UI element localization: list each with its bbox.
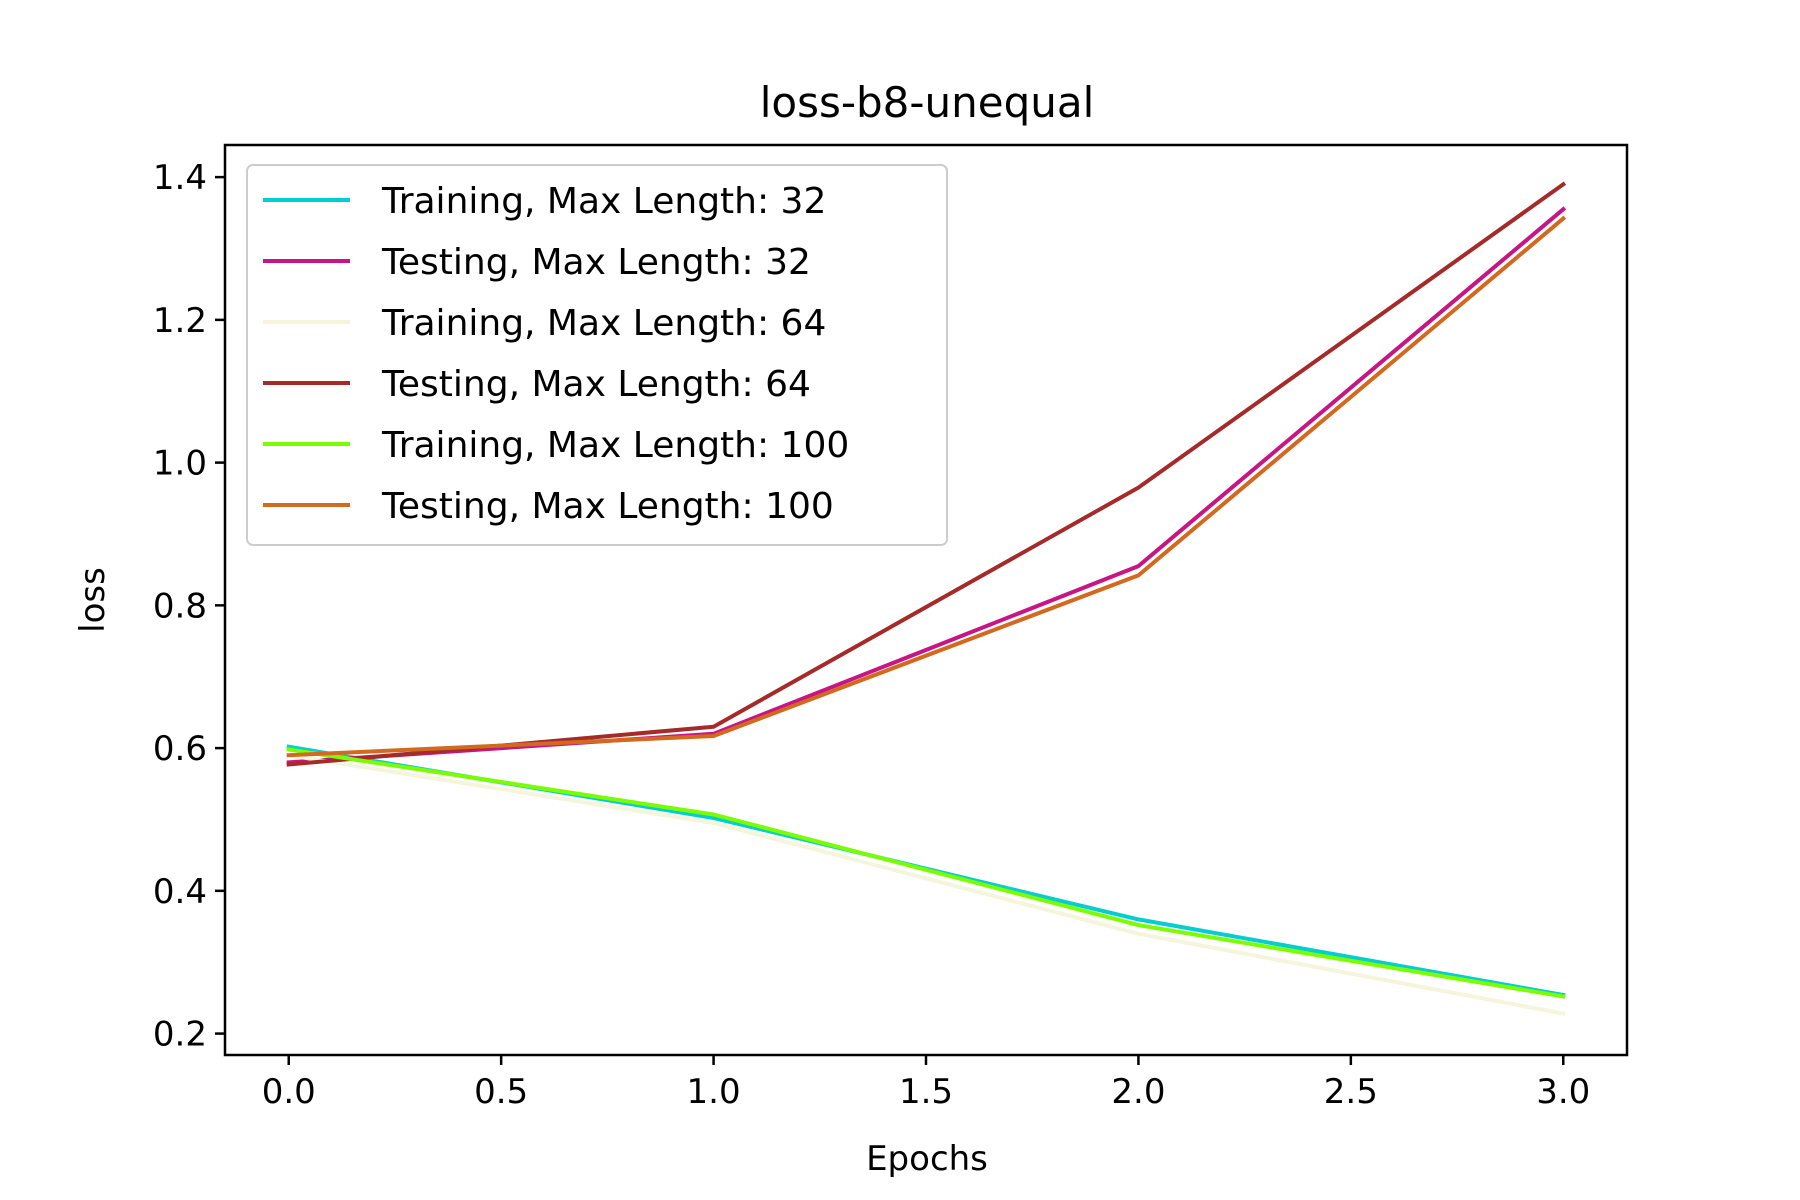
- y-tick-label: 0.6: [153, 729, 207, 769]
- plot-frame: [223, 143, 1629, 1057]
- legend-frame: [246, 164, 948, 546]
- x-tick-label: 0.0: [262, 1072, 316, 1112]
- legend-label: Training, Max Length: 32: [381, 181, 826, 222]
- x-tick-label: 1.5: [899, 1072, 953, 1112]
- x-tick-label: 1.0: [687, 1072, 741, 1112]
- series-line-2: [286, 206, 1567, 765]
- chart-title: loss-b8-unequal: [760, 78, 1095, 127]
- legend: Training, Max Length: 32 Testing, Max Len…: [246, 164, 948, 546]
- y-tick-label: 0.4: [153, 872, 207, 912]
- plot-area: [286, 181, 1567, 1016]
- x-axis: 0.0 0.5 1.0 1.5 2.0 2.5 3.0: [262, 1055, 1590, 1112]
- x-tick-label: 0.5: [474, 1072, 528, 1112]
- legend-label: Testing, Max Length: 64: [381, 364, 811, 405]
- x-tick-label: 2.5: [1324, 1072, 1378, 1112]
- legend-label: Training, Max Length: 64: [381, 303, 826, 344]
- y-tick-label: 1.0: [153, 444, 207, 484]
- legend-label: Training, Max Length: 100: [381, 425, 849, 466]
- y-tick-label: 1.4: [153, 158, 207, 198]
- series-line-6: [286, 215, 1567, 758]
- x-tick-label: 3.0: [1536, 1072, 1590, 1112]
- y-tick-label: 0.8: [153, 586, 207, 626]
- series-line-3: [286, 752, 1566, 1016]
- legend-label: Testing, Max Length: 32: [381, 242, 811, 283]
- y-tick-label: 0.2: [153, 1015, 207, 1055]
- y-axis-label: loss: [73, 567, 113, 633]
- x-tick-label: 2.0: [1111, 1072, 1165, 1112]
- series-line-5: [286, 747, 1566, 999]
- y-tick-label: 1.2: [153, 301, 207, 341]
- y-axis: 0.2 0.4 0.6 0.8 1.0 1.2 1.4: [153, 158, 225, 1055]
- x-axis-label: Epochs: [866, 1139, 988, 1179]
- legend-label: Testing, Max Length: 100: [381, 486, 834, 527]
